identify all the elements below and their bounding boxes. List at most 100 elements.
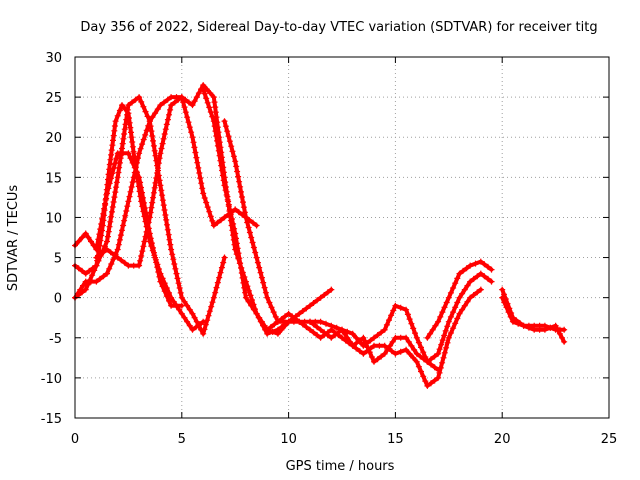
data-point-marker bbox=[389, 338, 396, 345]
data-point-marker bbox=[301, 318, 308, 325]
data-point-marker bbox=[230, 220, 237, 227]
data-point-marker bbox=[250, 306, 257, 313]
series-track-12 bbox=[499, 294, 568, 345]
data-point-marker bbox=[242, 294, 249, 301]
data-point-marker bbox=[317, 294, 324, 301]
data-point-marker bbox=[224, 196, 231, 203]
data-point-marker bbox=[170, 256, 177, 263]
data-point-marker bbox=[212, 289, 219, 296]
data-point-marker bbox=[245, 224, 252, 231]
x-tick-label: 10 bbox=[280, 432, 297, 447]
data-point-marker bbox=[158, 187, 165, 194]
data-point-marker bbox=[146, 118, 153, 125]
data-point-marker bbox=[104, 238, 110, 245]
data-point-marker bbox=[178, 94, 185, 101]
data-point-marker bbox=[238, 265, 244, 271]
data-point-marker bbox=[289, 313, 296, 320]
data-point-marker bbox=[515, 320, 522, 327]
data-point-marker bbox=[388, 312, 395, 319]
data-point-marker bbox=[153, 175, 160, 181]
data-point-marker bbox=[456, 294, 463, 301]
data-point-marker bbox=[307, 326, 313, 333]
data-point-marker bbox=[264, 294, 271, 301]
data-point-marker bbox=[80, 282, 86, 289]
data-point-marker bbox=[103, 191, 110, 198]
data-point-marker bbox=[189, 102, 196, 109]
data-point-marker bbox=[114, 112, 121, 119]
data-point-marker bbox=[443, 344, 450, 351]
data-point-marker bbox=[168, 302, 175, 309]
data-point-marker bbox=[212, 104, 219, 111]
data-point-marker bbox=[141, 238, 148, 245]
data-point-marker bbox=[155, 266, 162, 272]
data-point-marker bbox=[459, 290, 466, 297]
data-point-marker bbox=[219, 167, 226, 174]
data-point-marker bbox=[235, 209, 242, 216]
data-point-marker bbox=[447, 313, 454, 320]
data-point-marker bbox=[229, 148, 236, 155]
data-point-marker bbox=[225, 133, 232, 140]
data-point-marker bbox=[154, 170, 161, 176]
data-point-marker bbox=[464, 282, 471, 289]
data-point-marker bbox=[371, 334, 377, 341]
data-point-marker bbox=[461, 286, 468, 293]
data-point-marker bbox=[376, 342, 383, 349]
data-point-marker bbox=[157, 102, 164, 109]
data-point-marker bbox=[113, 179, 120, 186]
data-point-marker bbox=[106, 166, 113, 173]
data-point-marker bbox=[185, 99, 192, 106]
data-point-marker bbox=[408, 342, 415, 349]
data-point-marker bbox=[236, 255, 243, 262]
data-point-marker bbox=[108, 261, 115, 267]
data-point-marker bbox=[144, 224, 151, 231]
data-point-marker bbox=[253, 310, 260, 317]
series-track-7 bbox=[221, 118, 442, 373]
data-point-marker bbox=[130, 148, 137, 155]
data-point-marker bbox=[203, 199, 210, 206]
data-point-marker bbox=[104, 181, 111, 188]
data-point-marker bbox=[88, 278, 94, 285]
data-point-marker bbox=[405, 338, 412, 345]
data-point-marker bbox=[324, 289, 331, 296]
data-point-marker bbox=[454, 275, 461, 282]
data-point-marker bbox=[363, 348, 370, 355]
x-axis-label: GPS time / hours bbox=[286, 459, 395, 474]
data-point-marker bbox=[164, 116, 171, 123]
data-point-marker bbox=[114, 174, 121, 181]
data-point-marker bbox=[157, 270, 164, 277]
data-point-marker bbox=[262, 289, 269, 296]
data-point-marker bbox=[136, 188, 143, 195]
data-point-marker bbox=[151, 147, 158, 154]
data-point-marker bbox=[82, 230, 89, 237]
data-point-marker bbox=[135, 178, 141, 185]
data-point-marker bbox=[193, 154, 200, 161]
data-point-marker bbox=[175, 96, 182, 103]
data-point-marker bbox=[431, 353, 438, 360]
data-point-marker bbox=[371, 358, 377, 365]
data-point-marker bbox=[441, 349, 448, 356]
data-point-marker bbox=[201, 326, 208, 333]
data-point-marker bbox=[149, 199, 156, 206]
data-point-marker bbox=[163, 216, 170, 223]
data-point-marker bbox=[335, 329, 342, 336]
data-point-marker bbox=[383, 321, 390, 328]
data-point-marker bbox=[267, 324, 274, 331]
data-point-marker bbox=[214, 142, 221, 149]
data-point-marker bbox=[452, 304, 459, 311]
data-point-marker bbox=[415, 363, 422, 370]
data-point-marker bbox=[140, 103, 147, 110]
data-point-marker bbox=[149, 247, 156, 254]
data-point-marker bbox=[218, 264, 225, 271]
data-point-marker bbox=[184, 302, 191, 309]
data-point-marker bbox=[119, 102, 125, 109]
data-point-marker bbox=[470, 275, 477, 282]
data-point-marker bbox=[110, 132, 117, 139]
data-point-marker bbox=[447, 289, 454, 296]
data-point-marker bbox=[245, 287, 252, 294]
data-point-marker bbox=[121, 126, 128, 133]
data-point-marker bbox=[214, 219, 221, 226]
data-point-marker bbox=[188, 129, 195, 136]
data-point-marker bbox=[150, 189, 157, 196]
data-point-marker bbox=[403, 346, 410, 353]
